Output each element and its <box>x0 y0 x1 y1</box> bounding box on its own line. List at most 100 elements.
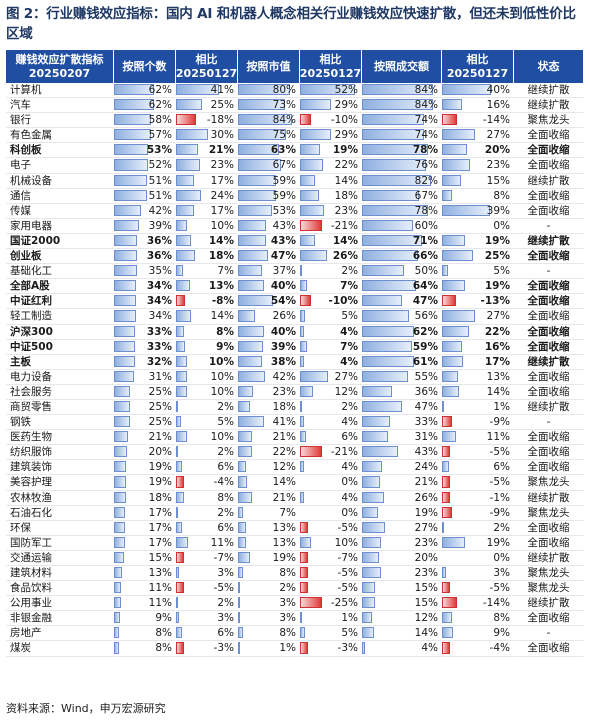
row-label: 电力设备 <box>6 369 114 385</box>
cell-value: 20% <box>148 446 172 459</box>
value-cell: 39% <box>238 339 300 355</box>
positive-bar <box>362 567 382 579</box>
value-cell: 4% <box>300 490 362 506</box>
positive-bar <box>176 506 179 518</box>
negative-bar <box>442 491 450 503</box>
cell-value: 13% <box>272 536 296 549</box>
cell-value: 41% <box>210 84 234 96</box>
value-cell: 34% <box>114 309 176 325</box>
row-label: 钢铁 <box>6 415 114 431</box>
positive-bar <box>114 99 154 111</box>
value-cell: -3% <box>176 641 238 657</box>
table-row: 钢铁 25% 5% 41% 4% 33% -9% - <box>6 415 584 431</box>
cell-value: -3% <box>213 642 234 655</box>
cell-value: 23% <box>414 536 438 549</box>
table-row: 创业板 36% 18% 47% 26% 66% 25% 全面收缩 <box>6 249 584 265</box>
table-row: 汽车 62% 25% 73% 29% 84% 16% 继续扩散 <box>6 98 584 114</box>
column-header: 按照个数 <box>114 50 176 83</box>
value-cell: 10% <box>176 369 238 385</box>
value-cell: 10% <box>176 218 238 234</box>
value-cell: -7% <box>176 550 238 566</box>
cell-value: 6% <box>341 431 358 444</box>
cell-value: 26% <box>272 310 296 323</box>
positive-bar <box>176 159 201 171</box>
cell-value: -5% <box>489 476 510 489</box>
positive-bar <box>176 355 187 367</box>
cell-value: -10% <box>328 295 359 308</box>
cell-value: 22% <box>272 446 296 459</box>
cell-value: 40% <box>486 84 510 96</box>
cell-value: 31% <box>414 431 438 444</box>
table-row: 银行 58% -18% 84% -10% 74% -14% 聚焦龙头 <box>6 113 584 129</box>
value-cell: 17% <box>114 520 176 536</box>
value-cell: 82% <box>362 173 442 189</box>
positive-bar <box>114 627 120 639</box>
row-label: 建筑装饰 <box>6 460 114 476</box>
value-cell: 24% <box>176 188 238 204</box>
cell-value: 29% <box>334 99 358 112</box>
value-cell: 25% <box>442 249 514 265</box>
row-label: 汽车 <box>6 98 114 114</box>
value-cell: 11% <box>114 596 176 612</box>
cell-value: 3% <box>279 597 296 610</box>
cell-value: 62% <box>148 99 172 112</box>
positive-bar <box>114 476 127 488</box>
positive-bar <box>114 400 131 413</box>
value-cell: -5% <box>442 445 514 461</box>
value-cell: 5% <box>300 309 362 325</box>
cell-value: 59% <box>412 340 438 353</box>
cell-value: 8% <box>279 567 296 579</box>
positive-bar <box>238 446 253 458</box>
positive-bar <box>176 567 180 579</box>
positive-bar <box>238 280 264 292</box>
positive-bar <box>300 461 305 473</box>
negative-bar <box>442 506 452 518</box>
row-label: 传媒 <box>6 203 114 219</box>
row-label: 交通运输 <box>6 550 114 566</box>
value-cell: 43% <box>238 233 300 250</box>
cell-value: 26% <box>414 491 438 504</box>
value-cell: 62% <box>114 98 176 114</box>
negative-bar <box>176 295 185 307</box>
positive-bar <box>442 385 460 397</box>
row-label: 农林牧渔 <box>6 490 114 506</box>
cell-value: 17% <box>484 355 510 368</box>
positive-bar <box>362 476 380 488</box>
value-cell: 76% <box>362 158 442 174</box>
value-cell: 34% <box>114 279 176 295</box>
status-cell: 全面收缩 <box>514 249 584 265</box>
cell-value: 62% <box>148 84 172 96</box>
cell-value: 60% <box>414 219 438 232</box>
positive-bar <box>176 370 187 382</box>
value-cell: 13% <box>176 279 238 295</box>
positive-bar <box>238 582 240 594</box>
positive-bar <box>114 506 125 518</box>
status-cell: 继续扩散 <box>514 98 584 114</box>
positive-bar <box>114 521 125 533</box>
positive-bar <box>362 234 422 247</box>
value-cell: 8% <box>442 611 514 627</box>
positive-bar <box>362 431 389 443</box>
table-row: 交通运输 15% -7% 19% -7% 20% 0% 继续扩散 <box>6 550 584 566</box>
cell-value: 75% <box>272 129 296 142</box>
value-cell: 47% <box>238 249 300 265</box>
cell-value: 11% <box>210 536 234 549</box>
value-cell: 0% <box>300 475 362 491</box>
cell-value: 18% <box>272 400 296 413</box>
cell-value: 12% <box>414 612 438 625</box>
value-cell: 24% <box>362 460 442 476</box>
positive-bar <box>176 400 179 413</box>
positive-bar <box>362 204 428 216</box>
cell-value: 12% <box>272 461 296 474</box>
value-cell: 62% <box>362 324 442 340</box>
positive-bar <box>238 385 253 397</box>
negative-bar <box>442 582 450 594</box>
row-label: 全部A股 <box>6 279 114 295</box>
negative-bar <box>442 597 458 609</box>
positive-bar <box>176 250 195 262</box>
cell-value: 14% <box>332 234 358 247</box>
value-cell: 51% <box>114 173 176 189</box>
positive-bar <box>176 129 208 141</box>
positive-bar <box>442 612 452 624</box>
value-cell: 25% <box>114 415 176 431</box>
